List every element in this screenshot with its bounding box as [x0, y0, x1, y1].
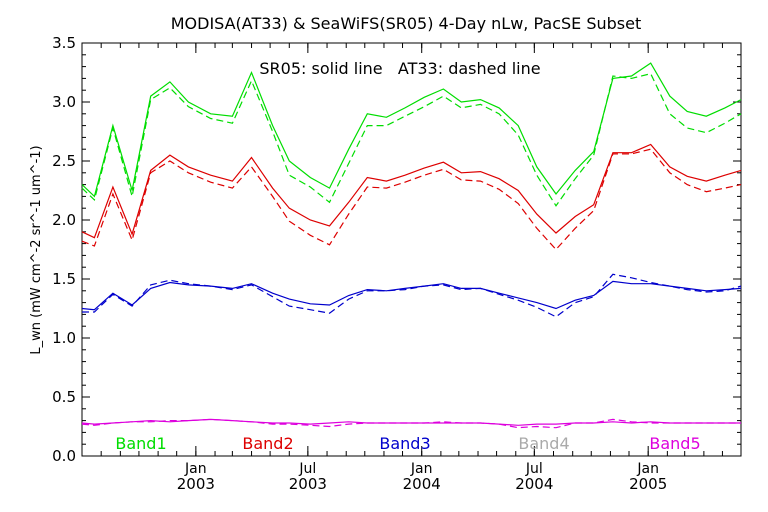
y-tick-label-3: 1.5 [52, 270, 76, 288]
x-tick-month-2: Jan [410, 461, 433, 477]
y-tick-label-6: 3.0 [52, 93, 76, 111]
band3-dashed-line [82, 273, 742, 318]
x-tick-month-1: Jul [298, 461, 316, 477]
y-tick-label-0: 0.0 [52, 447, 76, 465]
series-layer [81, 62, 742, 429]
x-tick-year-3: 2004 [515, 475, 553, 493]
y-axis: 0.0 0.5 1.0 1.5 2.0 2.5 3.0 3.5 [52, 34, 741, 465]
legend-band2: Band2 [242, 434, 293, 453]
y-tick-label-7: 3.5 [52, 34, 76, 52]
x-tick-year-0: 2003 [177, 475, 215, 493]
y-tick-label-1: 0.5 [52, 388, 76, 406]
x-tick-month-3: Jul [525, 461, 543, 477]
legend-band3: Band3 [379, 434, 430, 453]
band5-dashed-line [81, 418, 741, 429]
plot-frame [81, 42, 742, 457]
y-tick-label-5: 2.5 [52, 152, 76, 170]
legend-band1: Band1 [115, 434, 166, 453]
x-tick-month-4: Jan [636, 461, 659, 477]
x-tick-year-2: 2004 [403, 475, 441, 493]
y-axis-label: L_wn (mW cm^-2 sr^-1 um^-1) [29, 145, 44, 354]
legend-band4: Band4 [518, 434, 569, 453]
legend: Band1 Band2 Band3 Band4 Band5 [115, 434, 700, 453]
y-tick-label-4: 2.0 [52, 211, 76, 229]
line-style-annotation: SR05: solid line AT33: dashed line [259, 59, 540, 78]
y-tick-label-2: 1.0 [52, 329, 76, 347]
x-tick-year-1: 2003 [289, 475, 327, 493]
x-tick-year-4: 2005 [629, 475, 667, 493]
legend-band5: Band5 [649, 434, 700, 453]
band1-dashed-line [81, 73, 742, 207]
y-axis-label-text: L_wn (mW cm^-2 sr^-1 um^-1) [29, 145, 44, 354]
plot-area [81, 42, 742, 457]
x-tick-month-0: Jan [184, 461, 207, 477]
band2-solid-line [81, 143, 742, 239]
band1-solid-line [81, 62, 742, 198]
band2-dashed-line [81, 148, 742, 251]
chart-title: MODISA(AT33) & SeaWiFS(SR05) 4-Day nLw, … [171, 14, 642, 33]
